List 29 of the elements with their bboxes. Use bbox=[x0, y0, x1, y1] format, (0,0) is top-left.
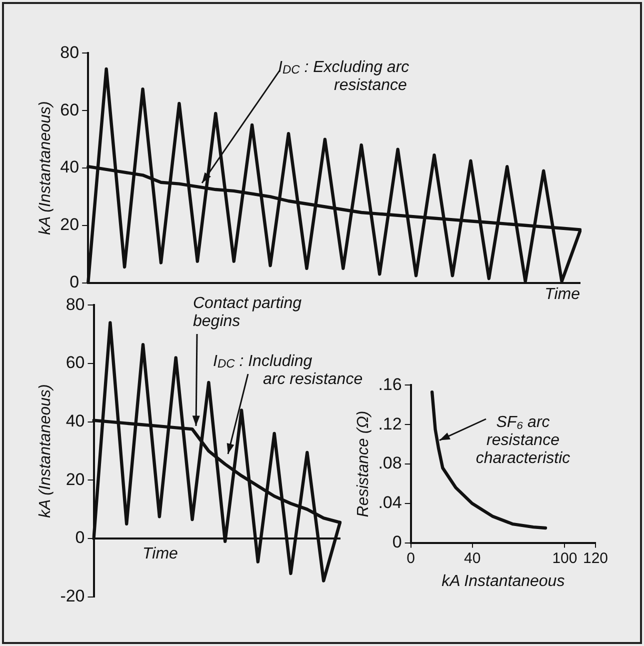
x-axis-title: Time bbox=[544, 286, 580, 303]
x-tick-label: 120 bbox=[582, 550, 608, 567]
y-tick-label: .16 bbox=[378, 374, 402, 394]
annotation: IDC : Including arc resistance bbox=[213, 353, 363, 388]
y-tick-label: 0 bbox=[70, 272, 80, 292]
y-axis-title: kA (Instantaneous) bbox=[37, 101, 54, 235]
y-axis-title: Resistance (Ω) bbox=[355, 410, 372, 518]
y-tick-label: 0 bbox=[75, 528, 85, 548]
x-axis-title: Time bbox=[142, 545, 178, 562]
y-tick-label: 20 bbox=[66, 470, 85, 489]
y-tick-label: 60 bbox=[60, 100, 80, 120]
y-tick-label: 0 bbox=[392, 532, 402, 552]
x-axis-title: kA Instantaneous bbox=[442, 572, 565, 590]
x-tick-label: 40 bbox=[464, 550, 481, 567]
y-axis-title: kA (Instantaneous) bbox=[37, 384, 54, 518]
y-tick-label: 40 bbox=[66, 412, 85, 431]
y-tick-label: -20 bbox=[60, 586, 85, 606]
y-tick-label: .12 bbox=[378, 414, 402, 434]
y-tick-label: 80 bbox=[60, 42, 80, 62]
y-tick-label: .04 bbox=[378, 493, 402, 512]
y-tick-label: 60 bbox=[66, 353, 85, 372]
annotation: SF₆ arc resistance characteristic bbox=[476, 414, 570, 467]
y-tick-label: .08 bbox=[378, 454, 402, 473]
x-tick-label: 0 bbox=[406, 550, 416, 567]
y-tick-label: 80 bbox=[66, 294, 85, 314]
x-tick-label: 100 bbox=[552, 550, 578, 567]
annotation: Contact parting begins bbox=[193, 295, 302, 330]
y-tick-label: 40 bbox=[60, 158, 80, 177]
y-tick-label: 20 bbox=[60, 215, 80, 234]
